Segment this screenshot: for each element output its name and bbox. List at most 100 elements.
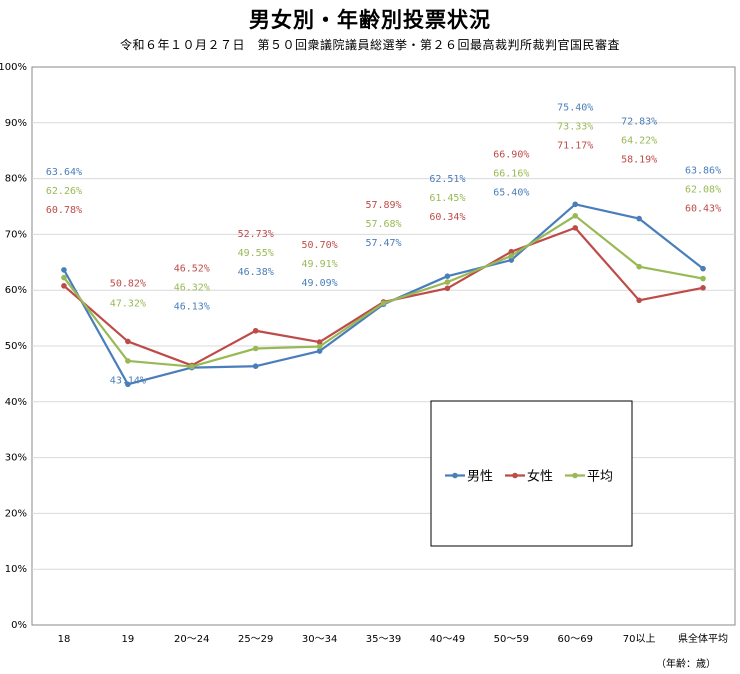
data-point: [572, 225, 579, 231]
x-tick-label: 70以上: [623, 633, 656, 645]
x-tick-label: 30～34: [302, 634, 337, 645]
data-point: [700, 265, 706, 272]
data-label: 57.68%: [365, 219, 401, 230]
chart-subtitle: 令和６年１０月２７日 第５０回衆議院議員総選挙・第２６回最高裁判所裁判官国民審査: [119, 38, 620, 52]
data-label: 46.38%: [238, 267, 274, 278]
data-point: [61, 267, 67, 273]
legend-marker: [452, 472, 458, 479]
data-labels: 63.64% 62.26% 60.78% 50.82% 47.32% 43.14% 46.5…: [46, 102, 721, 386]
legend-box: [430, 400, 633, 547]
x-axis: 18 19 20～24 25～29 30～34 35～39 40～49 50～59 60～69 7…: [58, 632, 728, 645]
data-point: [636, 215, 642, 222]
data-label: 60.43%: [685, 204, 721, 215]
data-label: 62.26%: [46, 186, 82, 197]
y-tick-label: 80%: [5, 174, 27, 185]
data-label: 63.86%: [685, 166, 721, 177]
data-label: 73.33%: [557, 121, 593, 132]
x-tick-label: 25～29: [238, 634, 273, 645]
data-label: 57.47%: [365, 238, 401, 249]
data-point: [572, 201, 579, 208]
x-tick-label: 35～39: [366, 634, 401, 645]
legend-marker: [572, 472, 578, 479]
data-label: 49.55%: [238, 248, 274, 259]
data-label: 52.73%: [238, 229, 274, 240]
data-label: 66.90%: [493, 150, 529, 161]
data-label: 66.16%: [493, 169, 529, 180]
data-label: 43.14%: [110, 375, 146, 386]
age-unit-label: （年齢：歳）: [656, 659, 716, 670]
y-tick-label: 20%: [5, 508, 27, 519]
y-tick-label: 40%: [5, 397, 27, 408]
data-label: 75.40%: [557, 102, 593, 113]
legend-label: 女性: [527, 469, 553, 485]
data-label: 50.82%: [110, 278, 146, 289]
data-point: [125, 381, 131, 388]
legend-label: 男性: [467, 470, 493, 485]
data-point: [444, 285, 451, 292]
data-label: 46.13%: [174, 301, 210, 312]
data-point: [61, 274, 67, 281]
series-lines: [61, 201, 706, 388]
x-tick-label: 50～59: [494, 634, 529, 645]
y-tick-label: 60%: [5, 285, 27, 296]
y-tick-label: 70%: [5, 229, 27, 240]
y-tick-label: 30%: [5, 453, 27, 464]
data-label: 50.70%: [302, 240, 338, 251]
data-label: 65.40%: [493, 188, 529, 199]
data-point: [444, 279, 451, 285]
data-point: [252, 327, 259, 334]
legend-marker: [512, 472, 518, 479]
data-label: 60.34%: [429, 212, 465, 223]
data-label: 46.32%: [174, 282, 210, 293]
data-point: [444, 273, 451, 279]
data-label: 47.32%: [110, 298, 146, 309]
data-point: [508, 253, 515, 259]
y-tick-label: 50%: [5, 341, 27, 352]
data-label: 49.91%: [302, 259, 338, 270]
data-point: [508, 257, 515, 263]
chart-title: 男女別・年齢別投票状況: [249, 8, 491, 32]
data-point: [700, 275, 706, 282]
x-tick-label: 18: [58, 634, 71, 645]
data-point: [252, 363, 259, 369]
data-point: [636, 263, 642, 270]
data-point: [508, 248, 515, 255]
x-tick-label: 60～69: [558, 634, 593, 645]
data-label: 63.64%: [46, 167, 82, 178]
data-point: [316, 339, 323, 345]
data-point: [380, 300, 387, 306]
data-label: 57.89%: [365, 200, 401, 211]
legend-label: 平均: [587, 470, 613, 485]
data-point: [125, 338, 131, 345]
x-tick-label: 県全体平均: [678, 632, 728, 645]
data-point: [252, 345, 259, 352]
y-axis: 0% 10% 20% 30% 40% 50% 60% 70% 80% 90% 100%: [0, 62, 27, 631]
y-tick-label: 100%: [0, 62, 27, 73]
y-tick-label: 90%: [5, 118, 27, 129]
data-point: [125, 358, 131, 364]
data-label: 62.51%: [429, 174, 465, 185]
data-label: 71.17%: [557, 140, 593, 151]
data-point: [636, 297, 642, 304]
data-point: [316, 343, 323, 350]
legend: 男性 女性 平均: [430, 400, 633, 547]
data-point: [316, 348, 323, 354]
data-label: 61.45%: [429, 193, 465, 204]
data-point: [61, 283, 67, 289]
data-point: [700, 285, 706, 291]
series-line-0: [62, 203, 704, 386]
x-tick-label: 40～49: [430, 634, 465, 645]
data-label: 49.09%: [302, 278, 338, 289]
data-label: 62.08%: [685, 185, 721, 196]
x-tick-label: 19: [121, 634, 134, 645]
data-label: 58.19%: [621, 155, 657, 166]
data-label: 72.83%: [621, 117, 657, 128]
data-point: [188, 363, 195, 370]
data-label: 64.22%: [621, 136, 657, 147]
data-point: [572, 213, 579, 219]
data-label: 46.52%: [174, 263, 210, 274]
data-label: 60.78%: [46, 205, 82, 216]
y-tick-label: 10%: [5, 564, 27, 575]
